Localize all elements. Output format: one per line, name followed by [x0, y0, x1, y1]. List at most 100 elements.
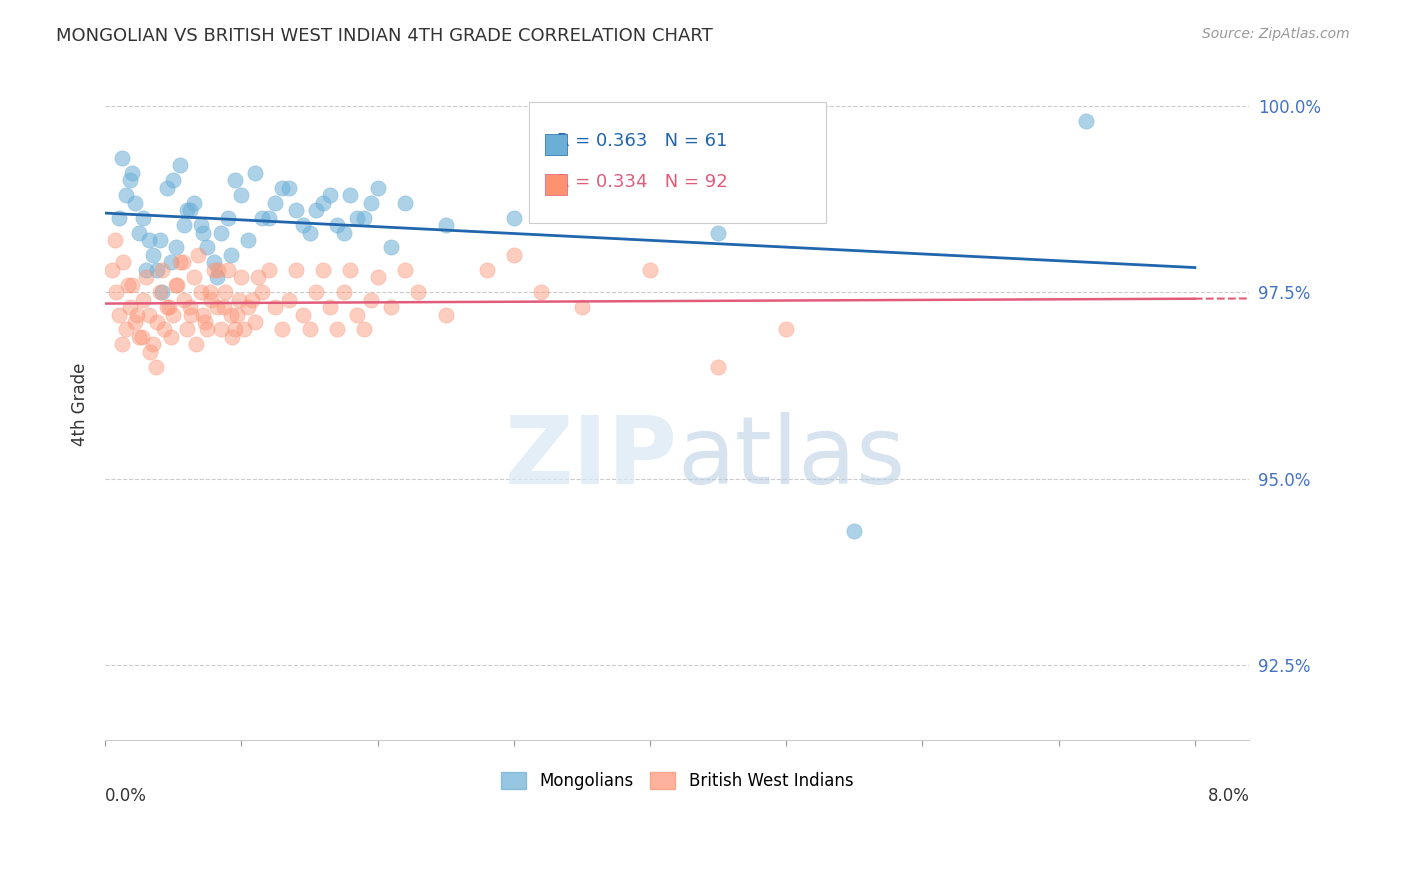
Point [193, 226, 215, 240]
Point [152, 322, 174, 336]
Text: Source: ZipAtlas.com: Source: ZipAtlas.com [1202, 27, 1350, 41]
Point [233, 322, 256, 336]
Point [124, 315, 146, 329]
Point [224, 173, 246, 187]
Point [108, 308, 131, 322]
Point [707, 226, 730, 240]
Point [394, 263, 416, 277]
Point [243, 315, 266, 329]
Point [138, 308, 160, 322]
Point [312, 195, 335, 210]
Point [360, 195, 382, 210]
Point [346, 308, 368, 322]
Point [179, 203, 201, 218]
Point [209, 226, 232, 240]
Point [360, 293, 382, 307]
Point [139, 344, 162, 359]
Point [571, 203, 593, 218]
Point [353, 211, 375, 225]
Point [339, 263, 361, 277]
Point [305, 285, 328, 300]
Point [502, 211, 524, 225]
Point [271, 322, 294, 336]
Point [221, 330, 243, 344]
Point [475, 263, 498, 277]
Point [176, 322, 198, 336]
Point [128, 330, 150, 344]
Text: R = 0.363   N = 61: R = 0.363 N = 61 [557, 132, 727, 150]
Point [408, 285, 430, 300]
Point [157, 300, 180, 314]
Point [312, 263, 335, 277]
Point [101, 263, 124, 277]
Point [844, 524, 866, 538]
Point [502, 248, 524, 262]
Point [434, 308, 457, 322]
Point [332, 226, 354, 240]
Text: ZIP: ZIP [505, 412, 678, 504]
Point [380, 300, 402, 314]
Point [207, 263, 229, 277]
Point [173, 218, 195, 232]
Point [219, 308, 242, 322]
Point [305, 203, 328, 218]
Point [195, 322, 218, 336]
Point [149, 233, 172, 247]
Point [271, 181, 294, 195]
Point [434, 218, 457, 232]
Point [238, 300, 260, 314]
Point [326, 322, 349, 336]
Point [190, 285, 212, 300]
Point [571, 300, 593, 314]
FancyBboxPatch shape [544, 174, 568, 195]
Legend: Mongolians, British West Indians: Mongolians, British West Indians [494, 764, 862, 798]
Point [243, 166, 266, 180]
Point [291, 218, 314, 232]
Text: MONGOLIAN VS BRITISH WEST INDIAN 4TH GRADE CORRELATION CHART: MONGOLIAN VS BRITISH WEST INDIAN 4TH GRA… [56, 27, 713, 45]
Point [152, 285, 174, 300]
Point [176, 203, 198, 218]
Text: atlas: atlas [678, 412, 905, 504]
Point [319, 188, 342, 202]
Point [1074, 113, 1097, 128]
Point [298, 322, 321, 336]
Point [231, 270, 253, 285]
Point [217, 211, 239, 225]
Point [159, 330, 181, 344]
Point [142, 337, 165, 351]
Text: 8.0%: 8.0% [1208, 787, 1250, 805]
Point [146, 263, 169, 277]
Point [246, 270, 269, 285]
Point [530, 285, 553, 300]
Point [319, 300, 342, 314]
Point [224, 322, 246, 336]
Point [135, 263, 157, 277]
Point [165, 240, 187, 254]
FancyBboxPatch shape [529, 102, 827, 223]
Point [173, 293, 195, 307]
Point [162, 308, 184, 322]
Point [214, 285, 236, 300]
Point [257, 263, 280, 277]
Point [200, 293, 222, 307]
Point [166, 277, 188, 292]
Point [135, 270, 157, 285]
Point [180, 308, 202, 322]
Point [118, 300, 141, 314]
Point [264, 195, 287, 210]
Point [326, 218, 349, 232]
Point [284, 203, 307, 218]
Point [638, 263, 661, 277]
Point [195, 240, 218, 254]
Point [128, 226, 150, 240]
Point [240, 293, 263, 307]
Point [226, 308, 249, 322]
Point [125, 308, 148, 322]
Point [152, 263, 174, 277]
Point [132, 293, 155, 307]
Point [179, 300, 201, 314]
Point [264, 300, 287, 314]
Point [367, 270, 389, 285]
Point [169, 158, 191, 172]
Point [187, 248, 209, 262]
